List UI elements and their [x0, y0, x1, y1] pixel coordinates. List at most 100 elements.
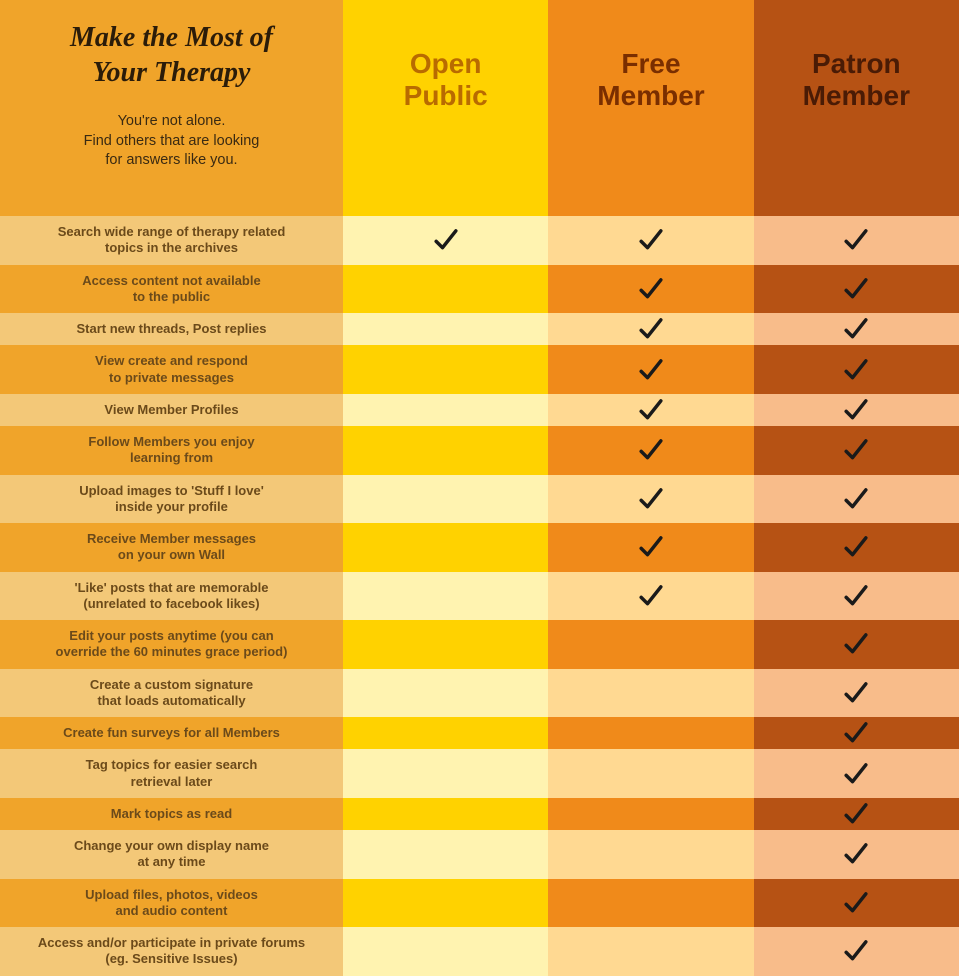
feature-label: Create fun surveys for all Members — [0, 717, 343, 749]
cell-patron-member — [754, 313, 959, 345]
cell-open-public — [343, 572, 548, 621]
check-icon — [637, 226, 665, 254]
feature-label: Follow Members you enjoylearning from — [0, 426, 343, 475]
tagline-line-2: Find others that are looking — [84, 133, 260, 149]
cell-patron-member — [754, 426, 959, 475]
cell-open-public — [343, 313, 548, 345]
column-header-free-member: Free Member — [548, 0, 753, 216]
cell-open-public — [343, 669, 548, 718]
table-row: View Member Profiles — [0, 394, 959, 426]
table-row: Change your own display nameat any time — [0, 830, 959, 879]
check-icon — [637, 315, 665, 343]
cell-free-member — [548, 879, 753, 928]
feature-label: Change your own display nameat any time — [0, 830, 343, 879]
feature-label: Edit your posts anytime (you canoverride… — [0, 620, 343, 669]
cell-patron-member — [754, 798, 959, 830]
feature-label: Access and/or participate in private for… — [0, 927, 343, 976]
cell-patron-member — [754, 620, 959, 669]
check-icon — [637, 533, 665, 561]
comparison-table: Make the Most of Your Therapy You're not… — [0, 0, 959, 976]
column-header-open-public: Open Public — [343, 0, 548, 216]
column-header-patron-member: Patron Member — [754, 0, 959, 216]
tagline-line-1: You're not alone. — [118, 113, 226, 129]
cell-free-member — [548, 523, 753, 572]
cell-open-public — [343, 216, 548, 265]
table-row: Edit your posts anytime (you canoverride… — [0, 620, 959, 669]
check-icon — [842, 800, 870, 828]
cell-patron-member — [754, 572, 959, 621]
feature-label: Receive Member messageson your own Wall — [0, 523, 343, 572]
cell-free-member — [548, 620, 753, 669]
cell-open-public — [343, 879, 548, 928]
cell-patron-member — [754, 345, 959, 394]
table-header-row: Make the Most of Your Therapy You're not… — [0, 0, 959, 216]
feature-label: Access content not availableto the publi… — [0, 265, 343, 314]
check-icon — [637, 396, 665, 424]
tagline: You're not alone. Find others that are l… — [18, 112, 325, 171]
table-row: Receive Member messageson your own Wall — [0, 523, 959, 572]
cell-patron-member — [754, 830, 959, 879]
feature-label: Start new threads, Post replies — [0, 313, 343, 345]
table-row: Create fun surveys for all Members — [0, 717, 959, 749]
check-icon — [432, 226, 460, 254]
check-icon — [637, 582, 665, 610]
cell-open-public — [343, 620, 548, 669]
check-icon — [637, 436, 665, 464]
check-icon — [842, 760, 870, 788]
col-label-line-2: Member — [548, 80, 753, 112]
table-row: Search wide range of therapy relatedtopi… — [0, 216, 959, 265]
cell-free-member — [548, 345, 753, 394]
cell-open-public — [343, 798, 548, 830]
cell-free-member — [548, 394, 753, 426]
table-row: Access and/or participate in private for… — [0, 927, 959, 976]
table-body: Search wide range of therapy relatedtopi… — [0, 216, 959, 976]
check-icon — [842, 679, 870, 707]
cell-open-public — [343, 523, 548, 572]
check-icon — [842, 315, 870, 343]
check-icon — [842, 630, 870, 658]
check-icon — [842, 436, 870, 464]
cell-open-public — [343, 394, 548, 426]
check-icon — [842, 937, 870, 965]
cell-open-public — [343, 345, 548, 394]
tagline-line-3: for answers like you. — [105, 152, 237, 168]
cell-open-public — [343, 475, 548, 524]
intro-cell: Make the Most of Your Therapy You're not… — [0, 0, 343, 216]
cell-patron-member — [754, 475, 959, 524]
feature-label: View Member Profiles — [0, 394, 343, 426]
feature-label: Tag topics for easier searchretrieval la… — [0, 749, 343, 798]
cell-free-member — [548, 830, 753, 879]
cell-open-public — [343, 749, 548, 798]
table-row: Access content not availableto the publi… — [0, 265, 959, 314]
check-icon — [842, 485, 870, 513]
feature-label: Upload files, photos, videosand audio co… — [0, 879, 343, 928]
cell-patron-member — [754, 749, 959, 798]
cell-open-public — [343, 265, 548, 314]
table-row: Tag topics for easier searchretrieval la… — [0, 749, 959, 798]
cell-free-member — [548, 426, 753, 475]
page-title: Make the Most of Your Therapy — [18, 20, 325, 90]
col-label-line-1: Free — [548, 48, 753, 80]
cell-patron-member — [754, 394, 959, 426]
cell-free-member — [548, 749, 753, 798]
feature-label: View create and respondto private messag… — [0, 345, 343, 394]
title-line-1: Make the Most of — [70, 22, 273, 53]
cell-free-member — [548, 798, 753, 830]
check-icon — [842, 533, 870, 561]
cell-patron-member — [754, 265, 959, 314]
cell-free-member — [548, 669, 753, 718]
table-row: Follow Members you enjoylearning from — [0, 426, 959, 475]
check-icon — [842, 275, 870, 303]
check-icon — [637, 275, 665, 303]
feature-label: Create a custom signaturethat loads auto… — [0, 669, 343, 718]
cell-free-member — [548, 572, 753, 621]
col-label-line-1: Open — [343, 48, 548, 80]
check-icon — [637, 485, 665, 513]
feature-label: 'Like' posts that are memorable(unrelate… — [0, 572, 343, 621]
col-label-line-2: Member — [754, 80, 959, 112]
col-label-line-1: Patron — [754, 48, 959, 80]
table-row: Upload files, photos, videosand audio co… — [0, 879, 959, 928]
cell-free-member — [548, 717, 753, 749]
check-icon — [842, 356, 870, 384]
cell-open-public — [343, 717, 548, 749]
